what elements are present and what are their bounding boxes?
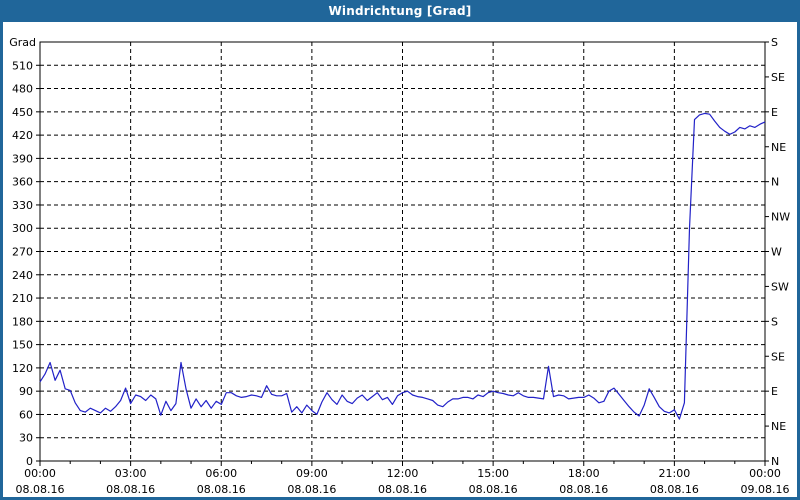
y-axis-tick-label: 240 (12, 269, 33, 282)
x-axis-time-label: 21:00 (659, 467, 691, 480)
x-axis-time-label: 06:00 (205, 467, 237, 480)
compass-axis-label: NW (771, 211, 790, 224)
y-axis-tick-label: 360 (12, 176, 33, 189)
compass-axis-label: SW (771, 280, 789, 293)
x-axis-time-label: 12:00 (387, 467, 419, 480)
wind-direction-line (39, 112, 766, 420)
y-axis-tick-label: 180 (12, 315, 33, 328)
x-axis-time-label: 00:00 (24, 467, 56, 480)
compass-axis-label: E (771, 106, 778, 119)
x-axis-time-label: 18:00 (568, 467, 600, 480)
x-axis-time-label: 00:00 (749, 467, 781, 480)
x-axis-date-label: 08.08.16 (287, 483, 336, 496)
y-axis-tick-label: 120 (12, 362, 33, 375)
y-axis-tick-label: 0 (26, 455, 33, 468)
compass-axis-label: NE (771, 420, 786, 433)
y-axis-tick-label: 270 (12, 246, 33, 259)
y-axis-tick-label: 210 (12, 292, 33, 305)
x-axis-date-label: 09.08.16 (741, 483, 790, 496)
compass-axis-label: S (771, 36, 778, 49)
y-axis-tick-label: 60 (19, 408, 33, 421)
y-axis-tick-label: 90 (19, 385, 33, 398)
x-axis-date-label: 08.08.16 (469, 483, 518, 496)
x-axis-date-label: 08.08.16 (16, 483, 65, 496)
x-axis-time-label: 03:00 (115, 467, 147, 480)
window-title: Windrichtung [Grad] (328, 4, 472, 18)
x-axis-time-label: 09:00 (296, 467, 328, 480)
compass-axis-label: NE (771, 141, 786, 154)
y-axis-tick-label: 480 (12, 83, 33, 96)
compass-axis-label: N (771, 176, 779, 189)
compass-axis-label: S (771, 315, 778, 328)
compass-axis-label: E (771, 385, 778, 398)
compass-axis-label: SE (771, 71, 785, 84)
y-axis-tick-label: 330 (12, 199, 33, 212)
x-axis-date-label: 08.08.16 (559, 483, 608, 496)
y-axis-unit-label: Grad (9, 36, 36, 49)
x-axis-date-label: 08.08.16 (650, 483, 699, 496)
compass-axis-label: W (771, 246, 782, 259)
x-axis-date-label: 08.08.16 (197, 483, 246, 496)
x-axis-time-label: 15:00 (477, 467, 509, 480)
y-axis-tick-label: 150 (12, 339, 33, 352)
y-axis-tick-label: 450 (12, 106, 33, 119)
compass-axis-label: SE (771, 350, 785, 363)
compass-axis-label: N (771, 455, 779, 468)
x-axis-date-label: 08.08.16 (106, 483, 155, 496)
window-titlebar: Windrichtung [Grad] (3, 0, 797, 22)
y-axis-tick-label: 510 (12, 59, 33, 72)
x-axis-date-label: 08.08.16 (378, 483, 427, 496)
y-axis-tick-label: 300 (12, 222, 33, 235)
y-axis-tick-label: 420 (12, 129, 33, 142)
y-axis-tick-label: 30 (19, 432, 33, 445)
y-axis-tick-label: 390 (12, 152, 33, 165)
